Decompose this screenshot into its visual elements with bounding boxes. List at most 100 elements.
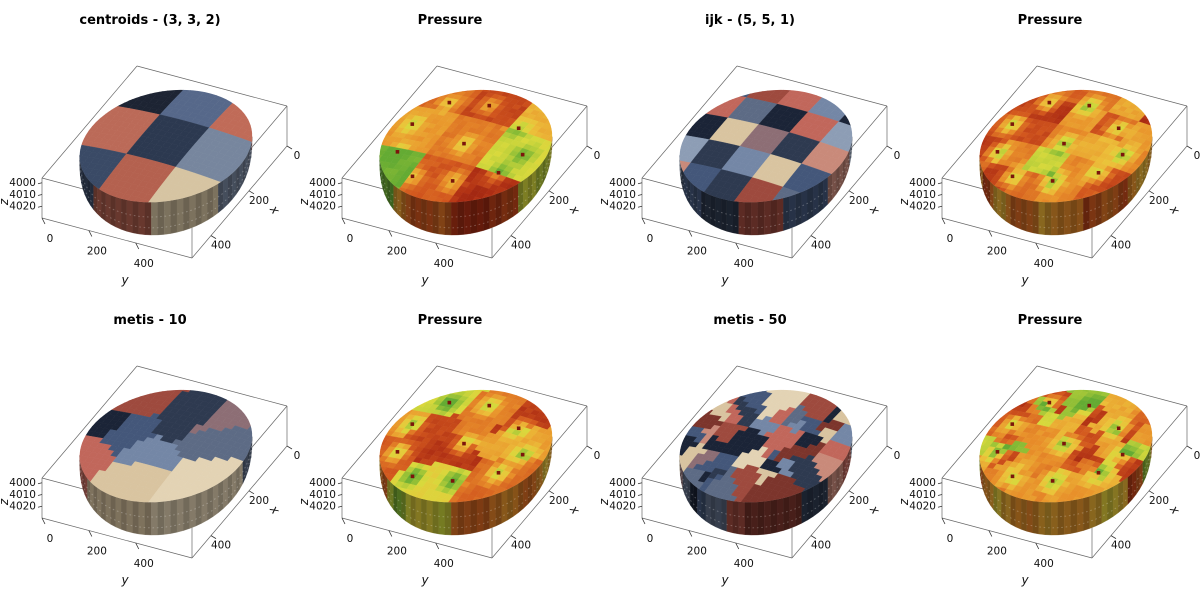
svg-text:200: 200 (687, 246, 707, 258)
svg-text:200: 200 (1149, 195, 1169, 207)
svg-text:4020: 4020 (309, 501, 336, 513)
svg-text:0: 0 (947, 533, 954, 545)
plot3d-canvas: 400040104020z0200400y0200400x (300, 65, 600, 287)
svg-text:4000: 4000 (9, 477, 36, 489)
svg-text:400: 400 (734, 558, 754, 570)
svg-text:200: 200 (87, 246, 107, 258)
well-markers (995, 400, 1125, 483)
subplot-title: Pressure (1017, 313, 1083, 328)
svg-text:0: 0 (647, 233, 654, 245)
svg-text:y: y (720, 273, 729, 287)
svg-text:400: 400 (511, 240, 531, 252)
svg-text:y: y (420, 573, 429, 587)
svg-text:4010: 4010 (9, 489, 36, 501)
svg-text:400: 400 (811, 240, 831, 252)
svg-text:400: 400 (734, 258, 754, 270)
plot3d-canvas: 400040104020z0200400y0200400x (900, 365, 1200, 587)
svg-text:0: 0 (947, 233, 954, 245)
plot3d-canvas: 400040104020z0200400y0200400x (0, 65, 300, 287)
svg-text:0: 0 (647, 533, 654, 545)
svg-text:4000: 4000 (309, 477, 336, 489)
svg-text:0: 0 (594, 150, 600, 162)
svg-text:4020: 4020 (309, 201, 336, 213)
svg-text:200: 200 (249, 495, 269, 507)
svg-text:400: 400 (134, 558, 154, 570)
svg-text:0: 0 (294, 450, 300, 462)
svg-text:400: 400 (1111, 540, 1131, 552)
axis-ticks-labels: 400040104020z0200400y0200400x (900, 445, 1200, 587)
plot3d-canvas: 400040104020z0200400y0200400x (600, 365, 900, 587)
svg-text:4020: 4020 (609, 501, 636, 513)
svg-text:400: 400 (134, 258, 154, 270)
svg-text:z: z (600, 198, 611, 206)
svg-text:4010: 4010 (609, 189, 636, 201)
svg-text:200: 200 (87, 546, 107, 558)
svg-text:400: 400 (434, 258, 454, 270)
svg-text:200: 200 (387, 246, 407, 258)
axis-ticks-labels: 400040104020z0200400y0200400x (300, 445, 600, 587)
svg-text:y: y (420, 273, 429, 287)
svg-text:4000: 4000 (9, 177, 36, 189)
svg-text:4000: 4000 (609, 477, 636, 489)
svg-text:400: 400 (1034, 258, 1054, 270)
svg-text:0: 0 (347, 233, 354, 245)
svg-text:0: 0 (894, 150, 900, 162)
svg-text:200: 200 (1149, 495, 1169, 507)
plot3d-canvas: 400040104020z0200400y0200400x (300, 365, 600, 587)
svg-text:200: 200 (987, 546, 1007, 558)
svg-text:400: 400 (811, 540, 831, 552)
subplot-title: Pressure (417, 313, 483, 328)
svg-text:4020: 4020 (9, 501, 36, 513)
svg-text:200: 200 (849, 195, 869, 207)
svg-text:4020: 4020 (909, 201, 936, 213)
svg-text:4010: 4010 (309, 189, 336, 201)
axis-ticks-labels: 400040104020z0200400y0200400x (600, 445, 900, 587)
svg-text:4000: 4000 (609, 177, 636, 189)
svg-text:0: 0 (47, 233, 54, 245)
axis-ticks-labels: 400040104020z0200400y0200400x (0, 145, 300, 287)
svg-text:4000: 4000 (909, 477, 936, 489)
svg-text:4020: 4020 (909, 501, 936, 513)
svg-text:0: 0 (1194, 150, 1200, 162)
blob-skirt (379, 436, 553, 536)
svg-text:400: 400 (211, 540, 231, 552)
well-markers (395, 400, 525, 483)
axis-ticks-labels: 400040104020z0200400y0200400x (600, 145, 900, 287)
subplot-pressure-4: Pressure 400040104020z0200400y0200400x (900, 300, 1200, 600)
svg-text:y: y (1020, 573, 1029, 587)
subplot-ijk: ijk - (5, 5, 1) 400040104020z 0 200 400 y 0 20… (600, 0, 900, 300)
plot3d-canvas: 400040104020z0200400y0200400x (900, 65, 1200, 287)
plot3d-canvas: 400040104020z0200400y0200400x (600, 65, 900, 287)
svg-text:0: 0 (1194, 450, 1200, 462)
svg-text:400: 400 (511, 540, 531, 552)
svg-text:y: y (720, 573, 729, 587)
svg-text:400: 400 (211, 240, 231, 252)
svg-text:z: z (900, 198, 911, 206)
subplot-pressure-2: Pressure 400040104020z0200400y0200400x (900, 0, 1200, 300)
svg-text:4010: 4010 (909, 489, 936, 501)
well-markers (995, 100, 1125, 183)
blob-skirt (979, 136, 1153, 236)
svg-text:0: 0 (294, 150, 300, 162)
axis-ticks-labels: 400040104020z0200400y0200400x (0, 445, 300, 587)
svg-text:4010: 4010 (9, 189, 36, 201)
blob-skirt (379, 136, 553, 236)
subplot-title: metis - 10 (113, 313, 187, 328)
blob-top-surface (979, 389, 1153, 503)
svg-text:200: 200 (249, 195, 269, 207)
svg-text:4000: 4000 (909, 177, 936, 189)
subplot-centroids: centroids - (3, 3, 2) 400040104020z02004… (0, 0, 300, 300)
svg-text:200: 200 (387, 546, 407, 558)
subplot-pressure-3: Pressure 400040104020z0200400y0200400x (300, 300, 600, 600)
svg-text:z: z (0, 198, 11, 206)
subplot-metis-10: metis - 10 400040104020z0200400y0200400x (0, 300, 300, 600)
svg-text:0: 0 (594, 450, 600, 462)
svg-text:4020: 4020 (9, 201, 36, 213)
subplot-title: centroids - (3, 3, 2) (79, 13, 221, 28)
subplot-pressure-1: Pressure 400040104020z0200400y0200400x (300, 0, 600, 300)
blob-skirt (679, 136, 853, 236)
svg-text:y: y (120, 273, 129, 287)
subplot-title: ijk - (5, 5, 1) (705, 13, 795, 28)
svg-text:4000: 4000 (309, 177, 336, 189)
